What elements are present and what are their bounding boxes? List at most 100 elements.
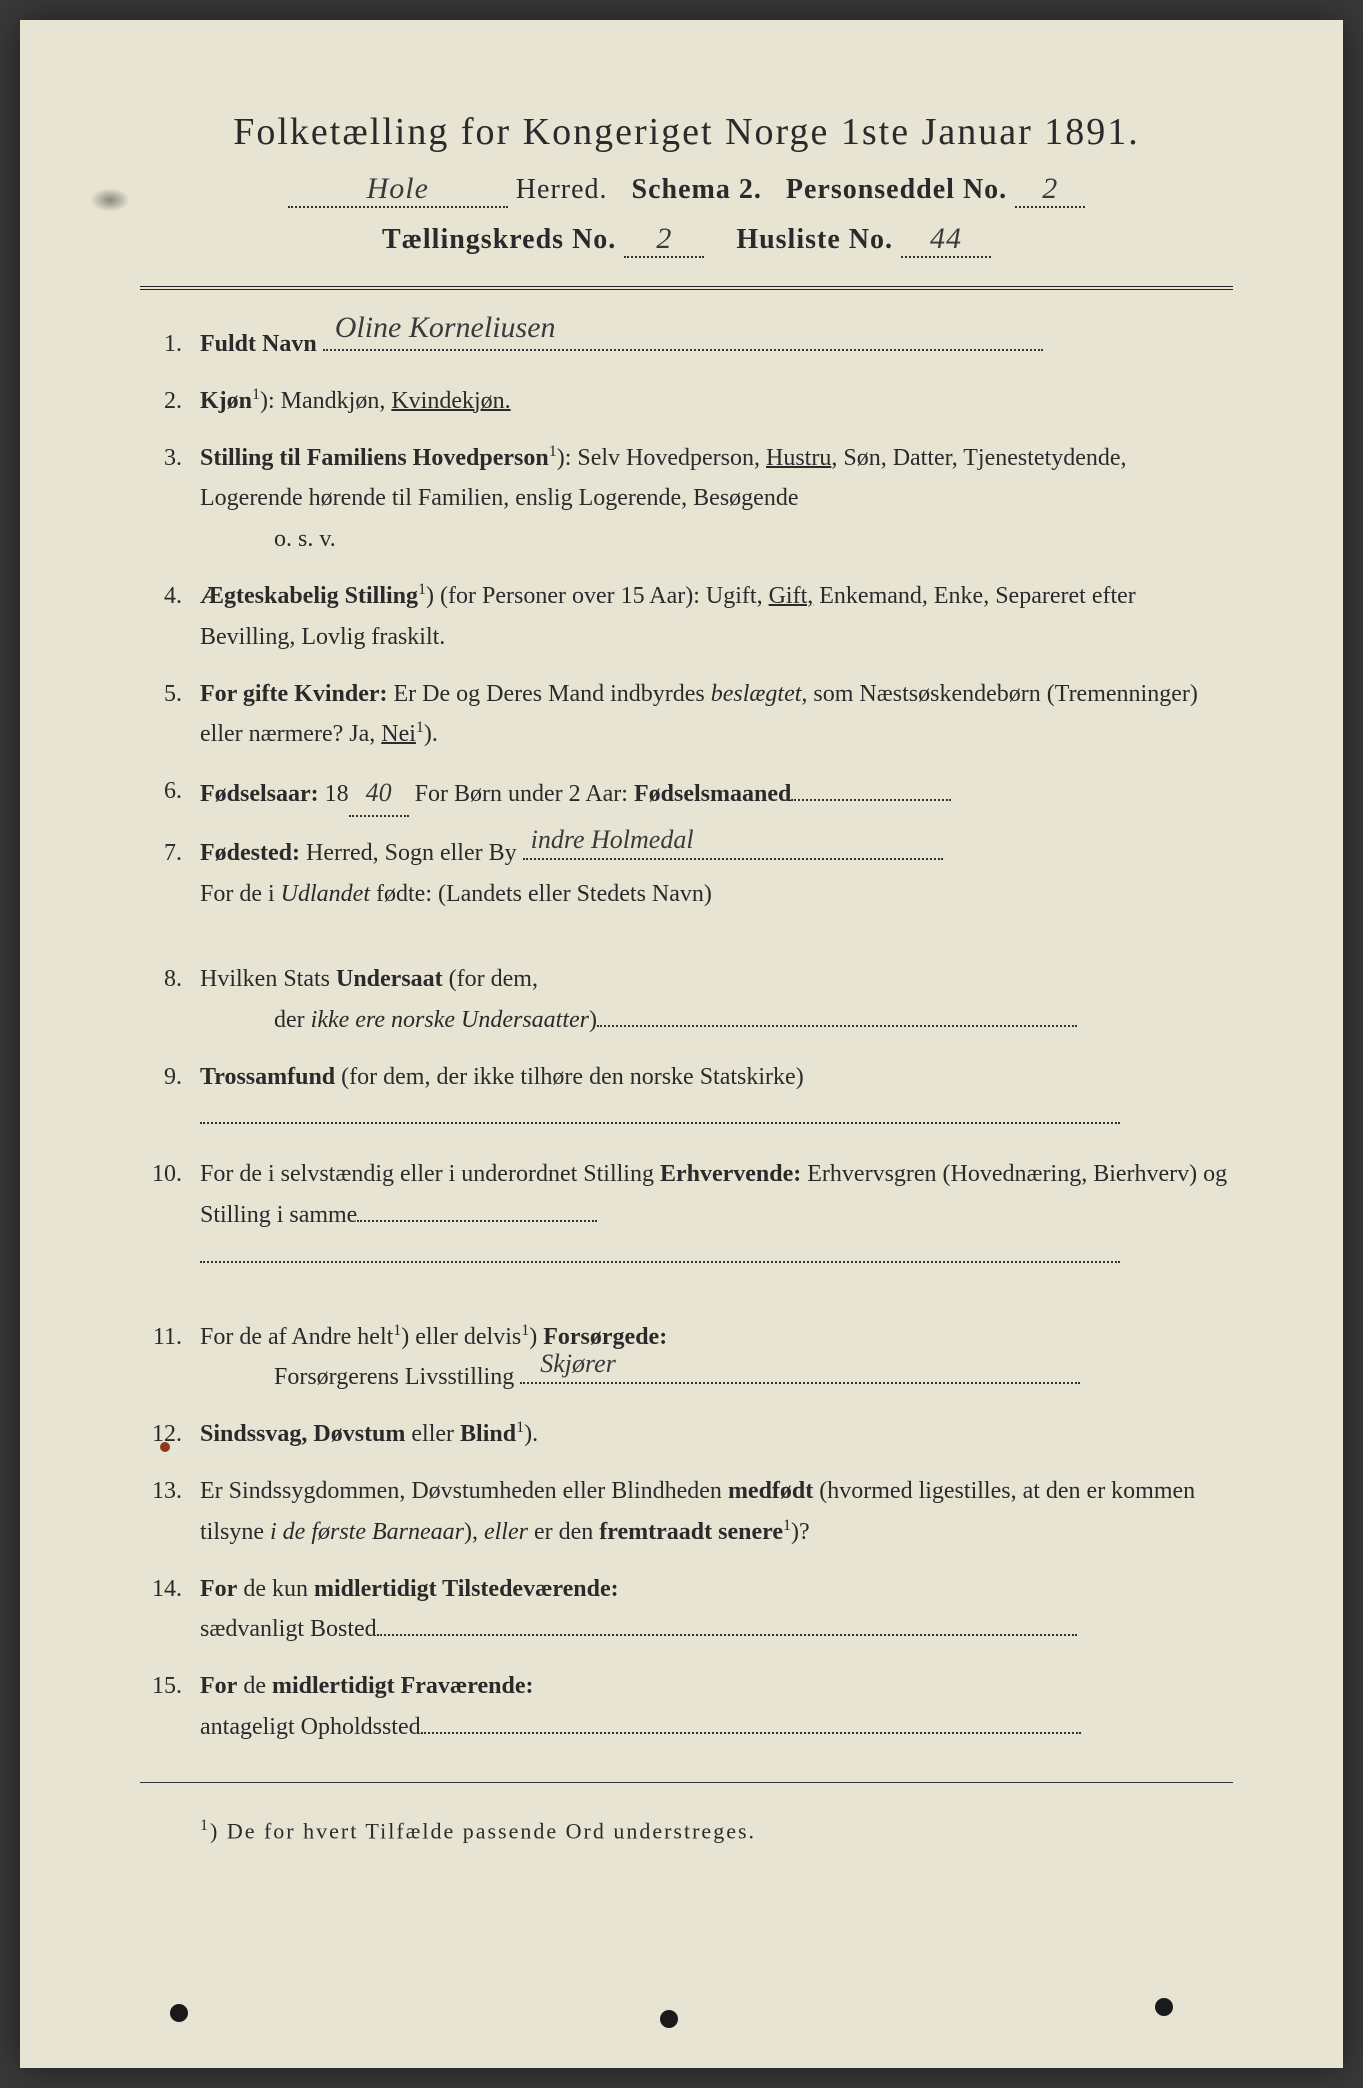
item-15: 15. For de midlertidigt Fraværende: anta…: [148, 1666, 1233, 1748]
item-12: 12. Sindssvag, Døvstum eller Blind1).: [148, 1414, 1233, 1455]
q13-label: medfødt: [728, 1478, 813, 1504]
item-num: 5.: [148, 674, 200, 756]
q12-body: eller: [405, 1421, 460, 1447]
header-block: Folketælling for Kongeriget Norge 1ste J…: [140, 110, 1233, 258]
q5-end: ).: [424, 721, 438, 747]
q6-body2: For Børn under 2 Aar:: [409, 781, 634, 807]
smudge-mark: [90, 188, 130, 212]
item-body: For de kun midlertidigt Tilstedeværende:…: [200, 1569, 1233, 1651]
q8-body2: (for dem,: [443, 966, 538, 992]
item-num: 8.: [148, 959, 200, 1041]
item-num: 6.: [148, 771, 200, 817]
q2-body: ): Mandkjøn,: [260, 388, 391, 414]
q2-label: Kjøn: [200, 388, 252, 414]
item-body: Er Sindssygdommen, Døvstumheden eller Bl…: [200, 1471, 1233, 1553]
q10-body1: For de i selvstændig eller i underordnet…: [200, 1161, 660, 1187]
herred-handwritten: Hole: [367, 172, 429, 205]
q6-label2: Fødselsmaaned: [634, 781, 791, 807]
item-num: 4.: [148, 576, 200, 658]
footnote: 1) De for hvert Tilfælde passende Ord un…: [140, 1817, 1233, 1844]
q13-end: )?: [791, 1519, 810, 1545]
header-line-2: Tællingskreds No. 2 Husliste No. 44: [140, 222, 1233, 258]
q12-label: Sindssvag, Døvstum: [200, 1421, 405, 1447]
q5-body1: Er De og Deres Mand indbyrdes: [388, 681, 711, 707]
item-body: Kjøn1): Mandkjøn, Kvindekjøn.: [200, 381, 1233, 422]
item-body: For de i selvstændig eller i underordnet…: [200, 1154, 1233, 1276]
q8-label: Undersaat: [336, 966, 443, 992]
item-num: 2.: [148, 381, 200, 422]
q10-label: Erhvervende:: [660, 1161, 801, 1187]
sup: 1: [418, 581, 426, 598]
q14-label2: midlertidigt Tilstedeværende:: [314, 1576, 619, 1602]
form-items: 1. Fuldt Navn Oline Korneliusen 2. Kjøn1…: [140, 324, 1233, 1748]
item-num: 11.: [148, 1317, 200, 1399]
q14-label: For: [200, 1576, 237, 1602]
sup: 1: [783, 1517, 791, 1534]
item-5: 5. For gifte Kvinder: Er De og Deres Man…: [148, 674, 1233, 756]
item-9: 9. Trossamfund (for dem, der ikke tilhør…: [148, 1057, 1233, 1139]
q7-body3: fødte: (Landets eller Stedets Navn): [370, 881, 712, 907]
q13-body1: Er Sindssygdommen, Døvstumheden eller Bl…: [200, 1478, 728, 1504]
q15-body2: antageligt Opholdssted: [200, 1714, 421, 1740]
item-13: 13. Er Sindssygdommen, Døvstumheden elle…: [148, 1471, 1233, 1553]
q11-body2: ) eller delvis: [401, 1324, 521, 1350]
item-body: Sindssvag, Døvstum eller Blind1).: [200, 1414, 1233, 1455]
q2-selected: Kvindekjøn.: [391, 388, 510, 414]
kreds-no-handwritten: 2: [656, 222, 672, 255]
item-num: 12.: [148, 1414, 200, 1455]
q4-label: Ægteskabelig Stilling: [200, 583, 418, 609]
husliste-label: Husliste No.: [736, 224, 893, 255]
q8-body3: der: [200, 1007, 311, 1033]
q9-body: (for dem, der ikke tilhøre den norske St…: [335, 1064, 804, 1090]
item-11: 11. For de af Andre helt1) eller delvis1…: [148, 1317, 1233, 1399]
item-body: Ægteskabelig Stilling1) (for Personer ov…: [200, 576, 1233, 658]
q7-body1: Herred, Sogn eller By: [300, 840, 523, 866]
q13-it1: i de første Barneaar: [270, 1519, 464, 1545]
item-body: Fuldt Navn Oline Korneliusen: [200, 324, 1233, 365]
sup: 1: [516, 1419, 524, 1436]
husliste-no-handwritten: 44: [930, 222, 962, 255]
item-body: Fødested: Herred, Sogn eller By indre Ho…: [200, 833, 1233, 915]
punch-hole: [170, 2004, 188, 2022]
q11-body1: For de af Andre helt: [200, 1324, 393, 1350]
sup: 1: [549, 443, 557, 460]
item-1: 1. Fuldt Navn Oline Korneliusen: [148, 324, 1233, 365]
item-body: Hvilken Stats Undersaat (for dem, der ik…: [200, 959, 1233, 1041]
item-num: 3.: [148, 438, 200, 560]
item-num: 15.: [148, 1666, 200, 1748]
q13-body4: er den: [528, 1519, 599, 1545]
q6-hw: 40: [366, 778, 392, 807]
q13-body3: ),: [464, 1519, 484, 1545]
q4-body1: ) (for Personer over 15 Aar): Ugift,: [426, 583, 769, 609]
item-2: 2. Kjøn1): Mandkjøn, Kvindekjøn.: [148, 381, 1233, 422]
q7-body2: For de i: [200, 881, 281, 907]
person-no-handwritten: 2: [1042, 172, 1058, 205]
herred-label: Herred.: [516, 174, 608, 205]
q1-handwritten: Oline Korneliusen: [335, 302, 556, 353]
q8-body1: Hvilken Stats: [200, 966, 336, 992]
item-body: Trossamfund (for dem, der ikke tilhøre d…: [200, 1057, 1233, 1139]
q15-body1: de: [237, 1673, 272, 1699]
punch-hole: [660, 2010, 678, 2028]
item-body: For de midlertidigt Fraværende: antageli…: [200, 1666, 1233, 1748]
item-body: Fødselsaar: 1840 For Børn under 2 Aar: F…: [200, 771, 1233, 817]
q7-it: Udlandet: [281, 881, 370, 907]
item-num: 1.: [148, 324, 200, 365]
item-6: 6. Fødselsaar: 1840 For Børn under 2 Aar…: [148, 771, 1233, 817]
item-14: 14. For de kun midlertidigt Tilstedevære…: [148, 1569, 1233, 1651]
red-dot: [160, 1442, 170, 1452]
q3-selected: Hustru: [766, 445, 831, 471]
q5-label: For gifte Kvinder:: [200, 681, 388, 707]
item-3: 3. Stilling til Familiens Hovedperson1):…: [148, 438, 1233, 560]
header-rule: [140, 286, 1233, 290]
footnote-sup: 1: [200, 1817, 210, 1834]
header-line-1: Hole Herred. Schema 2. Personseddel No. …: [140, 172, 1233, 208]
q6-label: Fødselsaar:: [200, 781, 319, 807]
item-num: 9.: [148, 1057, 200, 1139]
q4-selected: Gift,: [769, 583, 814, 609]
sup: 1: [416, 719, 424, 736]
item-7: 7. Fødested: Herred, Sogn eller By indre…: [148, 833, 1233, 915]
item-10: 10. For de i selvstændig eller i underor…: [148, 1154, 1233, 1276]
q12-label2: Blind: [460, 1421, 516, 1447]
q7-label: Fødested:: [200, 840, 300, 866]
